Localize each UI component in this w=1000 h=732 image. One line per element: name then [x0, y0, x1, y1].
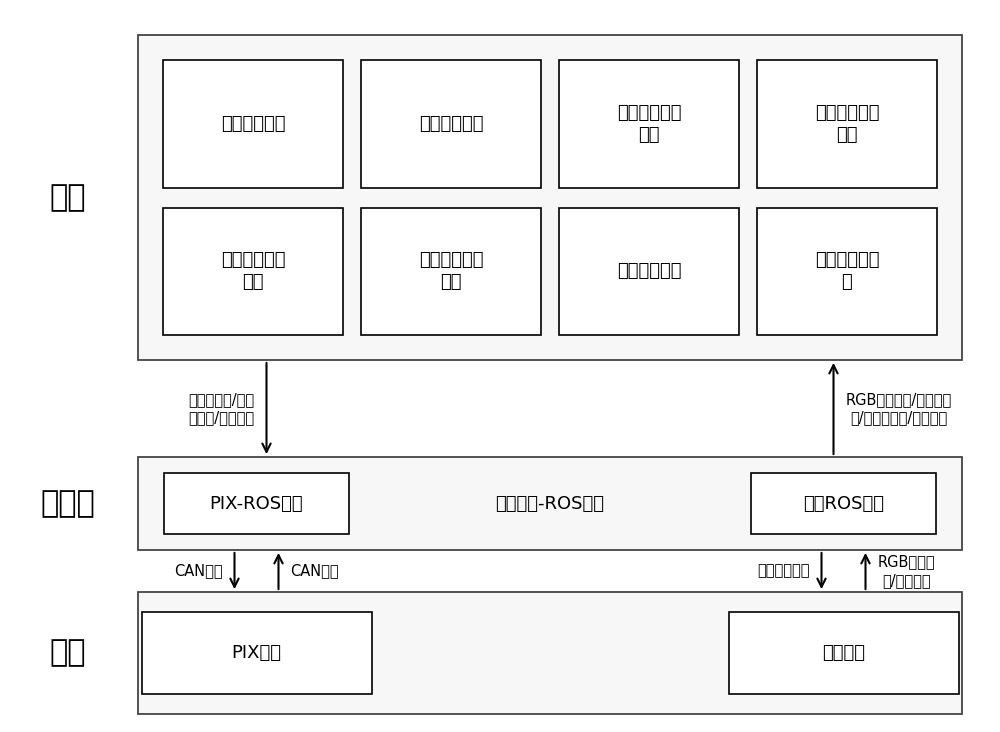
- Text: 目标丢失判断
模块: 目标丢失判断 模块: [617, 104, 681, 144]
- Text: RGB图像数据/偏航角参
数/转向角参数/速度参数: RGB图像数据/偏航角参 数/转向角参数/速度参数: [846, 392, 952, 425]
- Text: 相机ROS驱动: 相机ROS驱动: [803, 495, 884, 512]
- Text: 目标距离估计
模块: 目标距离估计 模块: [419, 251, 483, 291]
- Bar: [559, 60, 739, 187]
- Text: CAN数据: CAN数据: [174, 564, 222, 578]
- Text: PIX-ROS驱动: PIX-ROS驱动: [210, 495, 303, 512]
- Bar: [163, 60, 343, 187]
- Bar: [751, 473, 936, 534]
- Bar: [559, 207, 739, 335]
- Text: 偏航角参数/转向
角参数/速度参数: 偏航角参数/转向 角参数/速度参数: [188, 392, 254, 425]
- Text: RGB图像数
据/串口数据: RGB图像数 据/串口数据: [878, 554, 935, 588]
- Bar: [138, 592, 962, 714]
- Text: 串口指令数据: 串口指令数据: [757, 564, 810, 578]
- Text: 硬件: 硬件: [50, 638, 86, 668]
- Bar: [361, 207, 541, 335]
- Bar: [138, 35, 962, 360]
- Bar: [142, 612, 372, 694]
- Bar: [164, 473, 349, 534]
- Bar: [757, 60, 937, 187]
- Text: 目标跟踪模块: 目标跟踪模块: [419, 115, 483, 132]
- Text: CAN数据: CAN数据: [290, 564, 339, 578]
- Text: 云台相机控制
模块: 云台相机控制 模块: [221, 251, 285, 291]
- Bar: [361, 60, 541, 187]
- Text: 目标检测模块: 目标检测模块: [221, 115, 285, 132]
- Text: 中间件: 中间件: [41, 489, 95, 518]
- Text: 软件: 软件: [50, 183, 86, 212]
- Bar: [163, 207, 343, 335]
- Text: 云台相机: 云台相机: [822, 644, 865, 662]
- Text: PIX底盘: PIX底盘: [232, 644, 282, 662]
- Bar: [757, 207, 937, 335]
- Text: 目标居中保持
模块: 目标居中保持 模块: [815, 104, 879, 144]
- Text: 部署平台-ROS系统: 部署平台-ROS系统: [496, 495, 604, 512]
- Text: 巡视重检测模
块: 巡视重检测模 块: [815, 251, 879, 291]
- Bar: [138, 457, 962, 550]
- Text: 底盘控制模块: 底盘控制模块: [617, 262, 681, 280]
- Bar: [728, 612, 958, 694]
